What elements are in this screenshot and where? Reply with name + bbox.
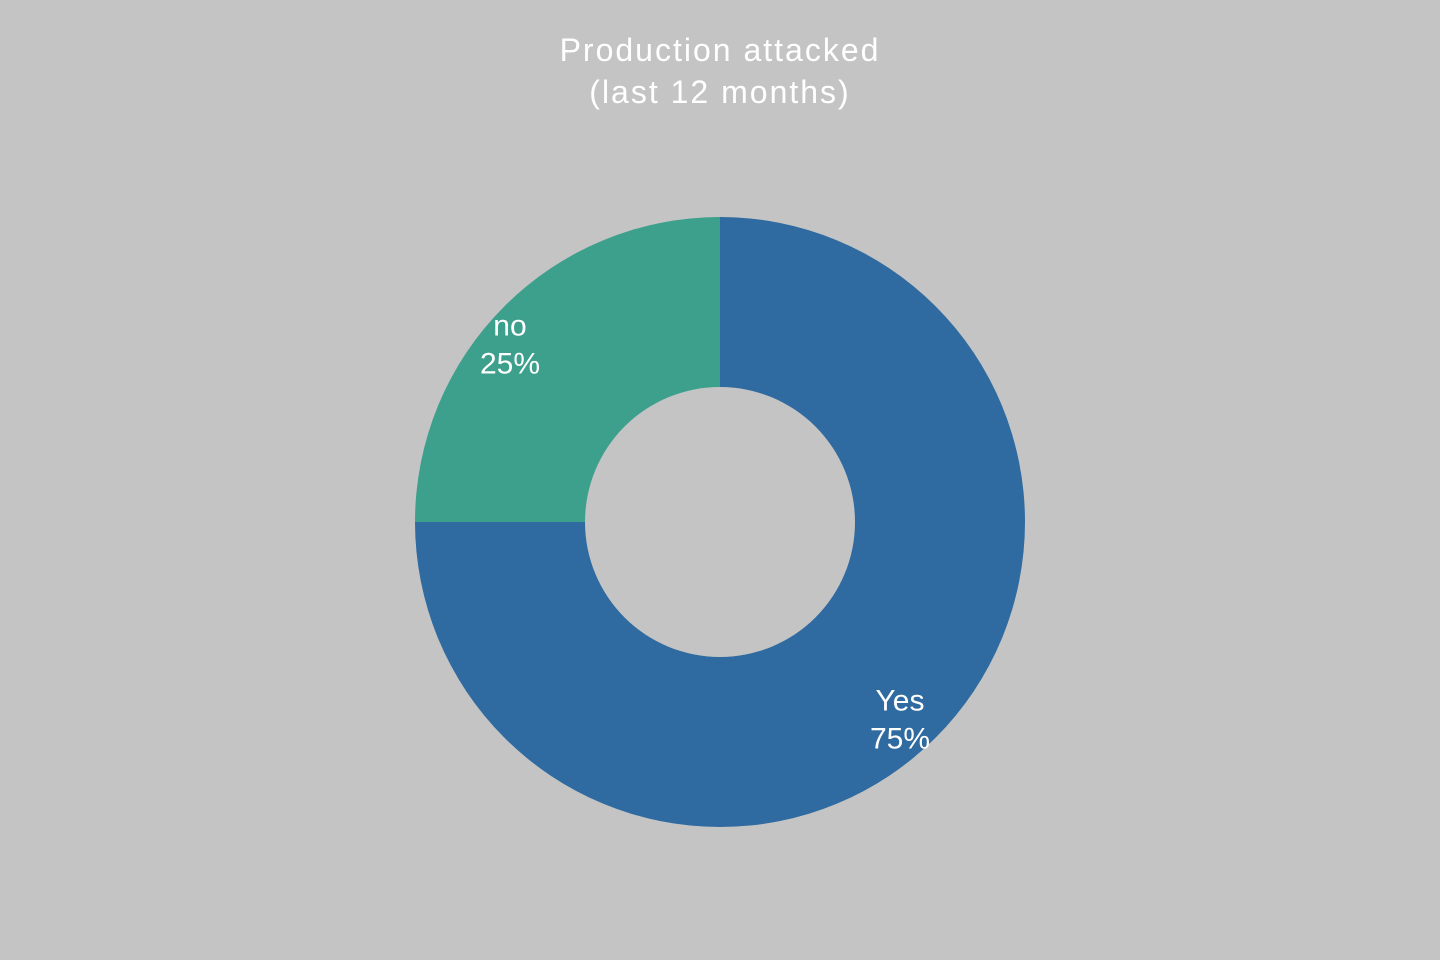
chart-title: Production attacked (last 12 months) — [0, 30, 1440, 113]
chart-container: Production attacked (last 12 months) Yes… — [0, 0, 1440, 960]
slice-label-no: no 25% — [480, 308, 540, 383]
chart-title-line2: (last 12 months) — [589, 74, 850, 110]
chart-title-line1: Production attacked — [560, 32, 881, 68]
slice-label-name: Yes — [876, 685, 925, 718]
donut-slice-no — [415, 217, 720, 522]
slice-label-percent: 75% — [870, 722, 930, 755]
slice-label-percent: 25% — [480, 347, 540, 380]
slice-label-name: no — [493, 310, 526, 343]
slice-label-yes: Yes 75% — [870, 683, 930, 758]
